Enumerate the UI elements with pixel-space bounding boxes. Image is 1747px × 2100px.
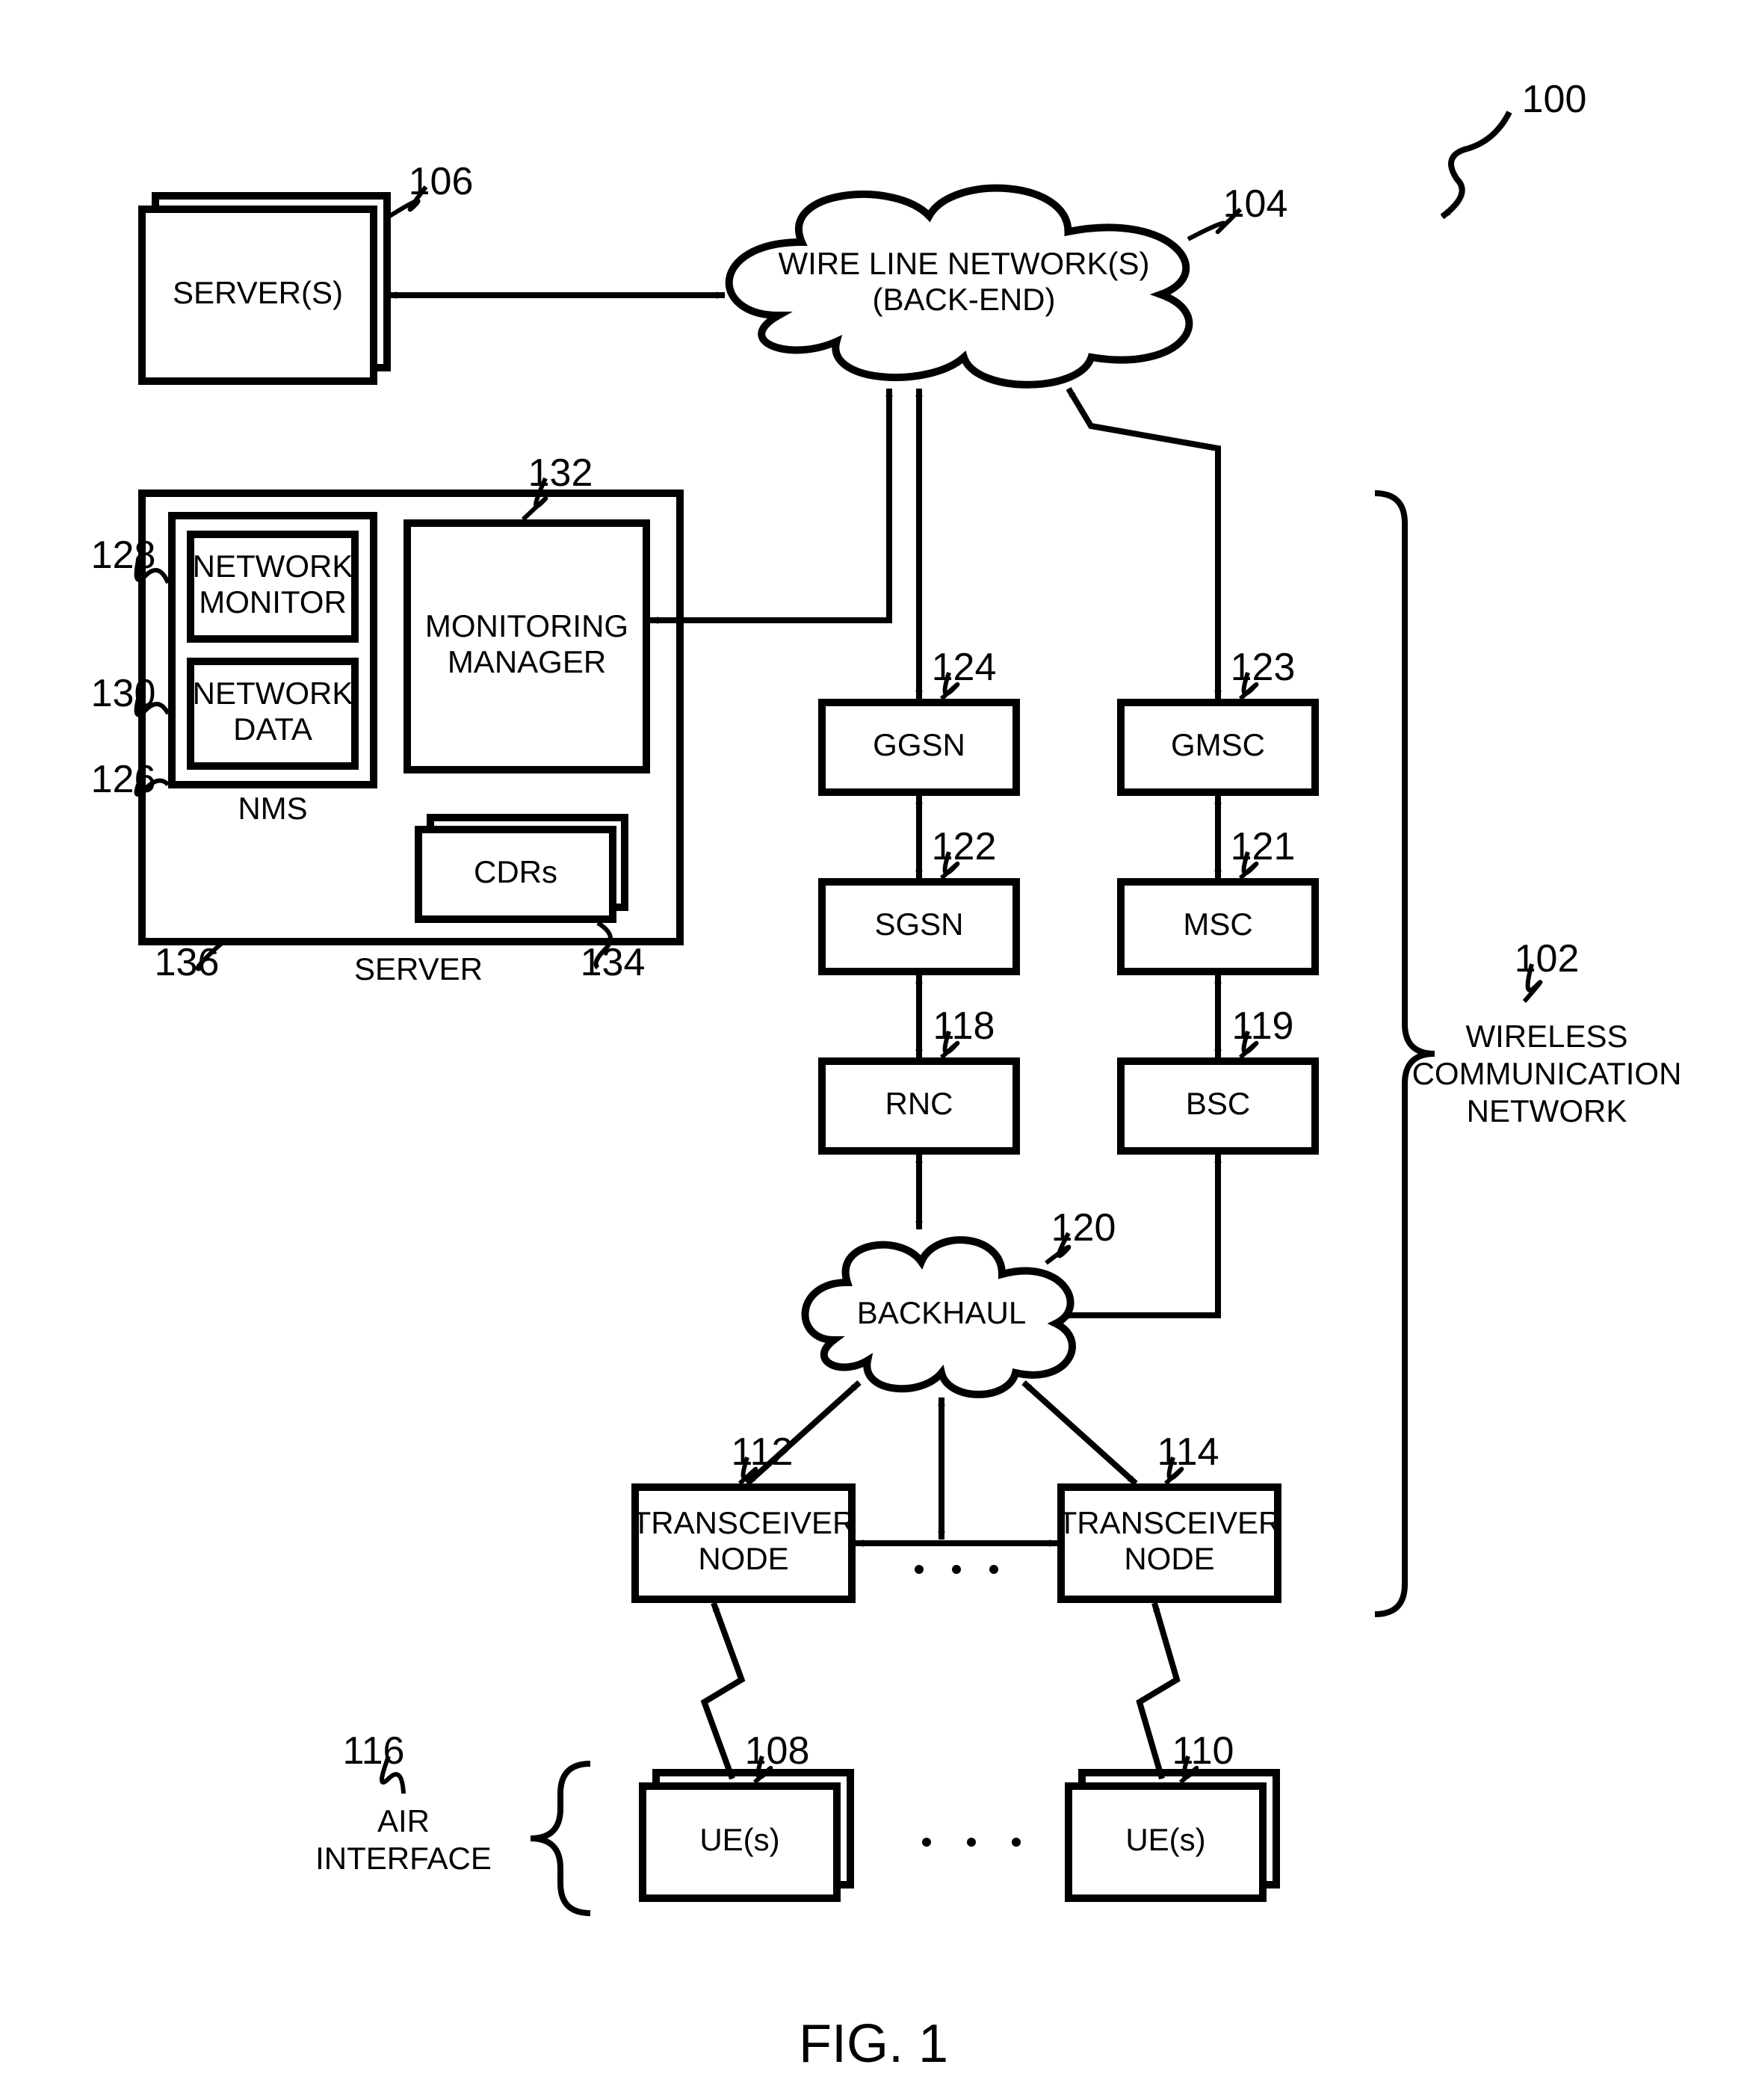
transceiver-left-text: NODE (698, 1541, 788, 1576)
ue-right-text: UE(s) (1125, 1822, 1205, 1857)
transceiver-right-text: TRANSCEIVER (1058, 1505, 1281, 1540)
transceiver-right-text: NODE (1124, 1541, 1214, 1576)
servers-box-text: SERVER(S) (173, 275, 343, 310)
network-data-box-text: DATA (233, 711, 312, 747)
svg-text:NETWORK: NETWORK (1467, 1093, 1627, 1128)
gmsc-box-text: GMSC (1171, 727, 1265, 762)
ref-110: 110 (1172, 1729, 1234, 1773)
rnc-box-text: RNC (885, 1086, 953, 1121)
svg-text:INTERFACE: INTERFACE (315, 1841, 492, 1876)
cdrs-box-text: CDRs (474, 854, 557, 889)
ref-108: 108 (745, 1729, 810, 1773)
bsc-box-text: BSC (1186, 1086, 1250, 1121)
msc-box-text: MSC (1183, 907, 1252, 942)
ref-121: 121 (1231, 825, 1296, 868)
svg-text:NMS: NMS (238, 791, 307, 826)
ref-120: 120 (1051, 1206, 1116, 1250)
ref-124: 124 (932, 646, 997, 689)
svg-text:BACKHAUL: BACKHAUL (857, 1295, 1026, 1330)
ref-118: 118 (933, 1004, 995, 1048)
network-monitor-box-text: NETWORK (193, 549, 353, 584)
ref-102: 102 (1515, 937, 1580, 980)
ref-123: 123 (1231, 646, 1296, 689)
svg-text:WIRE LINE NETWORK(S): WIRE LINE NETWORK(S) (778, 246, 1149, 281)
sgsn-box-text: SGSN (874, 907, 963, 942)
figure-label: FIG. 1 (799, 2014, 948, 2074)
svg-text:WIRELESS: WIRELESS (1465, 1019, 1627, 1054)
svg-text:COMMUNICATION: COMMUNICATION (1412, 1056, 1682, 1091)
ref-116: 116 (343, 1729, 405, 1773)
network-data-box-text: NETWORK (193, 676, 353, 711)
svg-text:100: 100 (1522, 78, 1587, 121)
ref-119: 119 (1232, 1004, 1294, 1048)
ref-126: 126 (91, 758, 156, 801)
ref-132: 132 (528, 451, 593, 495)
ref-134: 134 (581, 941, 646, 984)
ref-114: 114 (1157, 1430, 1219, 1474)
network-diagram: 100SERVER(S)106WIRE LINE NETWORK(S)(BACK… (0, 0, 1747, 2100)
ue-left-text: UE(s) (699, 1822, 779, 1857)
monitoring-manager-box-text: MONITORING (425, 608, 628, 643)
svg-text:AIR: AIR (377, 1803, 430, 1838)
monitoring-manager-box-text: MANAGER (448, 644, 606, 679)
network-monitor-box-text: MONITOR (199, 584, 347, 620)
svg-text:(BACK-END): (BACK-END) (872, 282, 1055, 317)
ref-122: 122 (932, 825, 997, 868)
ref-128: 128 (91, 534, 156, 577)
ref-136: 136 (155, 941, 220, 984)
ggsn-box-text: GGSN (873, 727, 965, 762)
transceiver-left-text: TRANSCEIVER (632, 1505, 856, 1540)
svg-text:SERVER: SERVER (354, 951, 483, 986)
